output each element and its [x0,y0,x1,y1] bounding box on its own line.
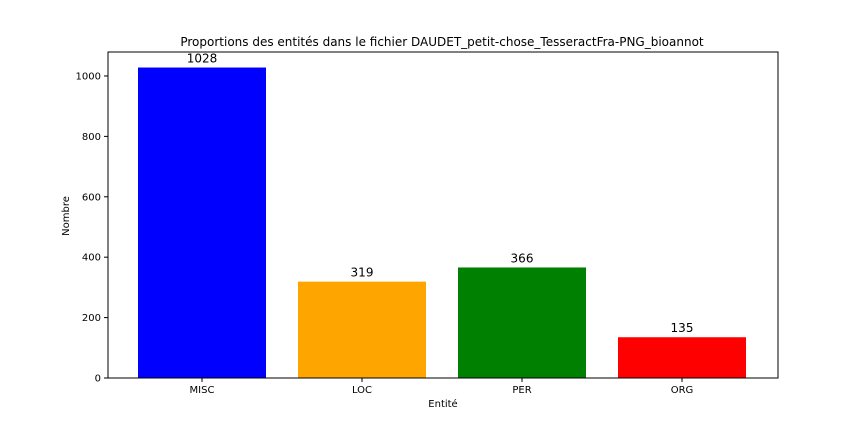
y-tick-label-200: 200 [82,313,101,324]
x-tick-label-org: ORG [671,385,694,396]
y-tick-label-1000: 1000 [76,71,101,82]
chart-title: Proportions des entités dans le fichier … [180,35,704,49]
y-tick-label-0: 0 [95,374,101,385]
bar-org [618,337,746,378]
y-tick-label-800: 800 [82,132,101,143]
bar-loc [298,281,426,378]
data-label-misc: 1028 [187,52,218,66]
bar-misc [138,67,266,379]
plot-frame [107,51,779,379]
bar-per [458,267,586,378]
x-tick-label-misc: MISC [190,385,215,396]
y-tick-label-600: 600 [82,192,101,203]
x-tick-label-per: PER [512,385,531,396]
data-label-per: 366 [511,251,534,265]
data-label-org: 135 [671,321,694,335]
x-axis: MISC LOC PER ORG [190,378,694,396]
y-axis-label: Nombre [61,196,72,236]
bars-group [138,67,746,379]
x-tick-label-loc: LOC [352,385,372,396]
x-axis-label: Entité [428,398,457,410]
y-tick-label-400: 400 [82,253,101,264]
data-label-loc: 319 [351,266,374,280]
data-labels-group: 1028 319 366 135 [187,52,694,336]
y-axis: 0 200 400 600 800 1000 [76,71,108,385]
